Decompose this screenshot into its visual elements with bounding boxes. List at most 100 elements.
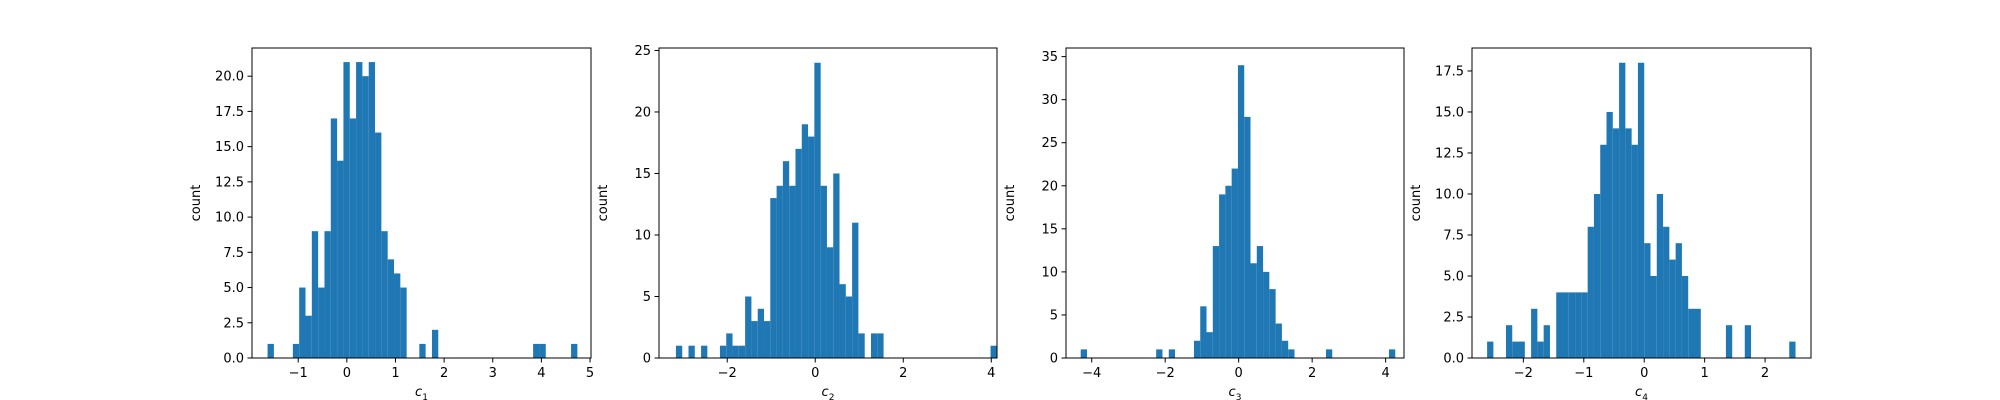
histogram-bar	[305, 315, 312, 358]
y-tick-label: 2.5	[1443, 310, 1464, 325]
y-tick-label: 5.0	[223, 281, 244, 296]
x-tick-label: −2	[1156, 366, 1175, 381]
histogram-bar	[1388, 349, 1396, 358]
histogram-bar	[375, 132, 382, 358]
histogram-bar	[1269, 289, 1276, 358]
histogram-bar	[1281, 340, 1289, 358]
x-tick-label: −1	[1574, 366, 1593, 381]
histogram-bar	[757, 308, 765, 358]
histogram-bar	[343, 62, 350, 359]
histogram-bar	[814, 62, 821, 358]
histogram-bar	[833, 173, 840, 358]
histogram-bar	[808, 136, 815, 358]
x-tick-label: 3	[489, 366, 497, 381]
histogram-panel-2: −2 0 2 4 0 5 10 15 20 25 count c2	[596, 44, 998, 400]
y-tick-label: 15	[634, 167, 651, 182]
histogram-bar	[675, 345, 683, 358]
histogram-bar	[318, 287, 325, 358]
y-tick-label: 15	[1041, 222, 1058, 237]
histogram-bar	[1593, 193, 1601, 358]
y-tick-label: 17.5	[1435, 64, 1464, 79]
histogram-bar	[1275, 323, 1282, 358]
histogram-bar	[1250, 263, 1257, 358]
y-tick-label: 15.0	[1435, 105, 1464, 120]
axes-frame	[251, 47, 592, 359]
histogram-bar	[1244, 116, 1251, 358]
histogram-bar	[1650, 275, 1657, 358]
histogram-bar	[745, 296, 752, 358]
histogram-bar	[1487, 341, 1494, 358]
histogram-bar	[751, 321, 758, 358]
histogram-bar	[1612, 128, 1620, 358]
y-axis-label: count	[1409, 185, 1424, 222]
histogram-bar	[1206, 332, 1213, 358]
histogram-bar	[1631, 144, 1638, 358]
histogram-bar	[1200, 306, 1207, 358]
y-axis-label: count	[189, 185, 204, 222]
axes-frame	[658, 47, 998, 359]
axes-frame	[1471, 47, 1812, 359]
histogram-bar	[1744, 325, 1752, 358]
y-tick-label: 17.5	[215, 105, 244, 120]
histogram-bar	[1637, 62, 1645, 358]
x-tick-label: 5	[586, 366, 594, 381]
y-tick-label: 25	[1041, 136, 1058, 151]
x-tick-label: 2	[440, 366, 448, 381]
x-tick-label: 2	[899, 366, 907, 381]
x-tick-label: 1	[1701, 366, 1709, 381]
histogram-bar	[776, 185, 783, 358]
histogram-bar	[324, 231, 331, 358]
histogram-bar	[770, 198, 777, 358]
histogram-bar	[1656, 193, 1664, 358]
x-tick-label: 2	[1308, 366, 1316, 381]
histogram-bar	[394, 273, 401, 358]
histogram-bar	[1531, 308, 1538, 358]
histogram-bar	[1789, 341, 1796, 358]
histogram-panels: −1 0 1 2 3 4 50.02.55.07.510.012.515.017.520.0…	[189, 44, 1812, 400]
histogram-bar	[820, 185, 827, 358]
histogram-bar	[292, 343, 300, 358]
histogram-bar	[688, 345, 695, 358]
y-tick-label: 5.0	[1443, 269, 1464, 284]
histogram-bar	[1225, 185, 1232, 358]
x-tick-label: 4	[987, 366, 995, 381]
histogram-bar	[533, 343, 540, 358]
histogram-bar	[1219, 194, 1226, 358]
histogram-panel-3: −4 −2 0 2 4 0 5 10 15 20 25 30 35 count c3	[1003, 47, 1405, 400]
histogram-bar	[1619, 62, 1626, 358]
x-axis-label: c2	[822, 385, 835, 400]
histogram-bar	[311, 231, 319, 358]
x-tick-label: −2	[718, 366, 737, 381]
y-tick-label: 0	[643, 352, 651, 367]
y-tick-label: 7.5	[223, 246, 244, 261]
y-tick-label: 10	[1041, 265, 1058, 280]
histogram-bar	[801, 124, 809, 359]
histogram-bar	[1518, 341, 1525, 358]
histogram-bar	[1263, 271, 1270, 358]
histogram-bar	[1505, 325, 1513, 358]
x-tick-label: −1	[289, 366, 308, 381]
histogram-panel-1: −1 0 1 2 3 4 5 0.0 2.5 5.0 7.5 10.0 12.5 15.0 17.5 20.0…	[189, 47, 594, 400]
histogram-bar	[1168, 349, 1176, 358]
histogram-bar	[1675, 243, 1682, 358]
x-tick-label: 0	[343, 366, 351, 381]
histogram-bar	[732, 345, 739, 358]
histogram-bar	[1669, 259, 1676, 358]
histogram-bar	[1587, 226, 1594, 358]
histogram-bar	[852, 222, 859, 358]
histogram-bar	[858, 333, 865, 358]
histogram-bar	[1543, 325, 1550, 358]
x-axis-label: c1	[415, 385, 428, 400]
y-axis-label: count	[1003, 185, 1018, 222]
histogram-bar	[719, 345, 727, 358]
histogram-bar	[1156, 349, 1163, 358]
histogram-bar	[789, 185, 796, 358]
x-tick-label: 0	[1235, 366, 1243, 381]
x-tick-label: −2	[1514, 366, 1533, 381]
histogram-bar	[571, 343, 578, 358]
histogram-bar	[381, 231, 388, 358]
histogram-bar	[1193, 340, 1201, 358]
histogram-bar	[1694, 308, 1701, 358]
histogram-bar	[267, 343, 274, 358]
histogram-bar	[877, 333, 884, 358]
